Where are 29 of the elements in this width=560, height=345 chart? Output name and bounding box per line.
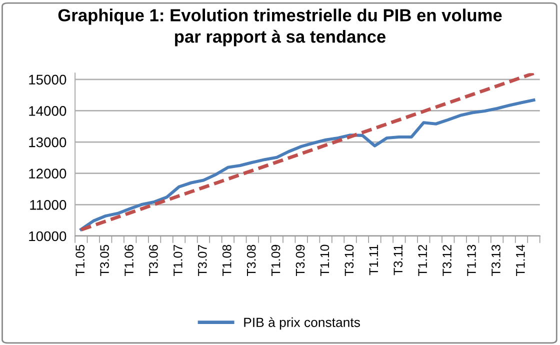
x-tick-label: T1.12	[418, 244, 427, 276]
y-tick-label: 14000	[29, 106, 66, 116]
x-tick-label: T1.07	[174, 244, 182, 276]
x-tick-label: T3.09	[296, 244, 305, 276]
y-tick-label: 11000	[30, 200, 66, 210]
x-tick-label: T1.08	[222, 244, 232, 276]
y-tick-label: 15000	[29, 74, 66, 85]
chart-title: Graphique 1: Evolution trimestrielle du PIB en volume par rapport à sa tendance	[58, 8, 502, 46]
y-tick-label: 12000	[29, 168, 66, 179]
x-tick-label: T3.10	[344, 244, 354, 276]
x-tick-label: T1.05	[76, 244, 85, 276]
x-tick-label: T3.13	[492, 244, 500, 276]
line-series	[79, 73, 536, 232]
x-tick-label: T1.13	[467, 244, 476, 276]
line-series	[80, 98, 536, 231]
y-tick-label: 13000	[29, 137, 66, 148]
x-tick-label: T1.14	[516, 244, 525, 276]
x-tick-label: T3.11	[394, 244, 403, 276]
legend-label: PIB à prix constants	[244, 317, 360, 330]
y-tick-label: 10000	[29, 231, 66, 242]
x-tick-label: T3.12	[442, 244, 452, 276]
x-tick-label: T1.11	[369, 244, 378, 276]
x-tick-label: T1.10	[320, 244, 330, 276]
x-tick-label: T1.09	[271, 244, 280, 276]
x-tick-label: T3.07	[198, 244, 207, 276]
x-tick-label: T1.06	[124, 244, 134, 276]
x-tick-label: T3.06	[149, 244, 158, 276]
x-tick-label: T3.05	[100, 244, 109, 276]
x-tick-label: T3.08	[246, 244, 256, 276]
